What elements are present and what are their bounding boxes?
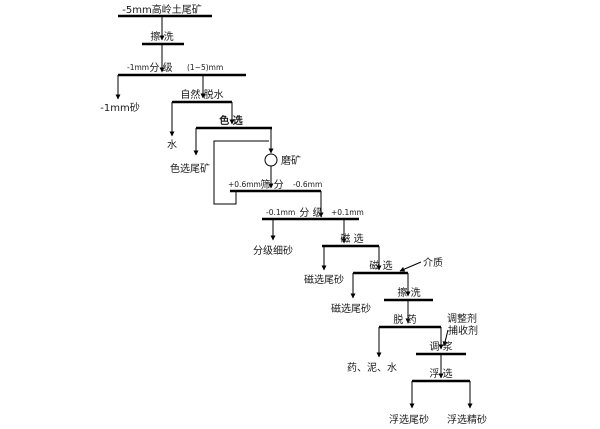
- colorsort-label: 色 选: [219, 114, 242, 127]
- mag1-tail: 磁选尾砂: [304, 273, 344, 286]
- classify1-label: 分 级: [149, 62, 172, 74]
- flotation-conc: 浮选精砂: [447, 413, 487, 426]
- mag2-tail: 磁选尾砂: [331, 302, 371, 315]
- dewater-label: 自然 脱水: [180, 88, 223, 101]
- condition-label: 调 浆: [429, 340, 452, 353]
- classify1-right: (1~5)mm: [187, 63, 223, 72]
- mag2-medium: 介质: [423, 257, 443, 269]
- dewater-water: 水: [167, 139, 177, 151]
- classify2-fines: 分级细砂: [253, 244, 293, 257]
- screen-recycle-loop: [213, 140, 269, 205]
- mag1-label: 磁 选: [340, 232, 363, 245]
- deslime-label: 脱 药: [393, 313, 416, 326]
- feed-label: -5mm高岭土尾矿: [122, 3, 201, 16]
- mag2-label: 磁 选: [369, 259, 392, 272]
- screen-right: -0.6mm: [293, 180, 322, 189]
- classify1-left: -1mm: [127, 63, 149, 72]
- grind-mill-icon: [264, 153, 278, 167]
- classify1-under-product: -1mm砂: [100, 101, 139, 114]
- scrub-label: 擦 洗: [150, 30, 173, 43]
- classify2-right: +0.1mm: [331, 208, 364, 217]
- grind-label: 磨矿: [281, 154, 301, 167]
- deslime-out: 药、泥、水: [347, 361, 397, 374]
- scrub2-label: 擦 洗: [397, 286, 420, 299]
- screen-label: 筛 分: [260, 178, 283, 191]
- regulator-label: 调整剂: [447, 312, 477, 325]
- flotation-tail: 浮选尾砂: [389, 413, 429, 426]
- flotation-label: 浮 选: [429, 367, 452, 380]
- reagent-arrow: [442, 329, 449, 347]
- collector-label: 捕收剂: [448, 324, 478, 337]
- classify2-left: -0.1mm: [266, 208, 295, 217]
- mag2-medium-arrow: [399, 261, 422, 272]
- screen-left: +0.6mm: [228, 180, 261, 189]
- classify2-label: 分 级: [299, 207, 322, 219]
- colorsort-tail: 色选尾矿: [170, 162, 210, 175]
